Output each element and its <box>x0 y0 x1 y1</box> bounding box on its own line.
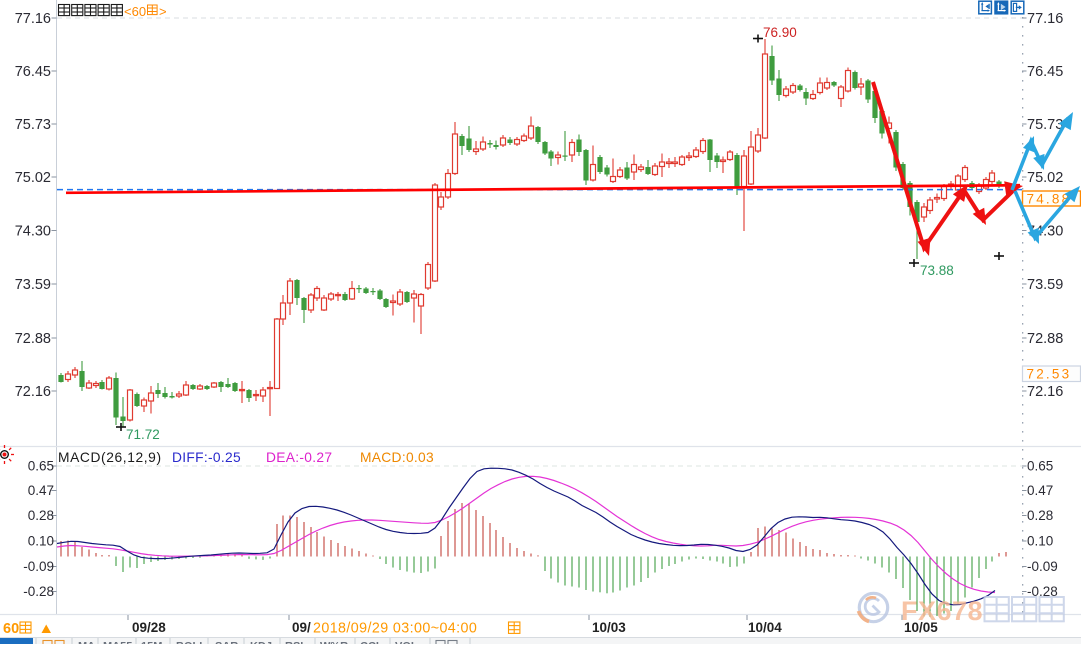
svg-text:-0.28: -0.28 <box>1027 584 1058 599</box>
svg-text:09/28: 09/28 <box>132 620 166 635</box>
svg-text:DEA:-0.27: DEA:-0.27 <box>266 450 332 465</box>
svg-text:72.53: 72.53 <box>1027 367 1072 382</box>
svg-text:73.88: 73.88 <box>920 263 954 278</box>
svg-text:MA55: MA55 <box>103 641 132 645</box>
svg-text:72.88: 72.88 <box>1027 331 1063 347</box>
svg-text:73.59: 73.59 <box>1027 277 1063 293</box>
svg-text:74.88: 74.88 <box>1027 192 1072 207</box>
svg-text:BOLL: BOLL <box>176 641 206 645</box>
svg-text:CCI: CCI <box>360 641 379 645</box>
svg-text:71.72: 71.72 <box>126 427 160 442</box>
svg-text:2018/09/29 03:00~04:00: 2018/09/29 03:00~04:00 <box>313 621 477 637</box>
svg-text:10/03: 10/03 <box>592 620 626 635</box>
svg-text:0.28: 0.28 <box>1027 508 1053 523</box>
svg-text:75.02: 75.02 <box>1027 170 1063 186</box>
svg-text:74.30: 74.30 <box>15 224 51 240</box>
svg-text:77.16: 77.16 <box>1027 11 1063 27</box>
svg-text:W%R: W%R <box>320 641 348 645</box>
svg-text:72.88: 72.88 <box>15 331 51 347</box>
svg-text:15M: 15M <box>141 641 162 645</box>
svg-text:0.47: 0.47 <box>28 483 54 498</box>
svg-text:-0.09: -0.09 <box>1027 559 1058 574</box>
svg-text:>: > <box>159 4 167 19</box>
svg-text:0.28: 0.28 <box>28 508 54 523</box>
svg-text:<60: <60 <box>124 4 146 19</box>
svg-text:MA: MA <box>78 641 95 645</box>
svg-text:0.65: 0.65 <box>1027 459 1053 474</box>
svg-text:72.16: 72.16 <box>15 384 51 400</box>
svg-text:73.59: 73.59 <box>15 277 51 293</box>
svg-text:75.73: 75.73 <box>1027 117 1063 133</box>
svg-text:VOL: VOL <box>395 641 418 645</box>
svg-text:KDJ: KDJ <box>250 641 272 645</box>
svg-text:09/: 09/ <box>292 620 311 635</box>
svg-text:-0.09: -0.09 <box>23 559 54 574</box>
svg-text:0.65: 0.65 <box>28 459 54 474</box>
svg-text:MACD(26,12,9): MACD(26,12,9) <box>58 450 162 465</box>
svg-text:RSI: RSI <box>285 641 303 645</box>
svg-text:10/05: 10/05 <box>904 620 938 635</box>
svg-text:DIFF:-0.25: DIFF:-0.25 <box>172 450 241 465</box>
svg-text:77.16: 77.16 <box>15 11 51 27</box>
svg-text:SAR: SAR <box>215 641 238 645</box>
svg-text:72.16: 72.16 <box>1027 384 1063 400</box>
svg-text:-0.28: -0.28 <box>23 584 54 599</box>
svg-text:76.45: 76.45 <box>15 64 51 80</box>
svg-text:75.73: 75.73 <box>15 117 51 133</box>
svg-text:60: 60 <box>3 621 19 637</box>
svg-text:75.02: 75.02 <box>15 170 51 186</box>
svg-text:0.47: 0.47 <box>1027 483 1053 498</box>
svg-text:76.45: 76.45 <box>1027 64 1063 80</box>
svg-text:10/04: 10/04 <box>748 620 782 635</box>
svg-text:0.10: 0.10 <box>28 534 54 549</box>
svg-text:0.10: 0.10 <box>1027 534 1053 549</box>
svg-text:MACD:0.03: MACD:0.03 <box>360 450 434 465</box>
svg-text:FX678: FX678 <box>901 596 983 626</box>
svg-text:76.90: 76.90 <box>763 25 797 40</box>
